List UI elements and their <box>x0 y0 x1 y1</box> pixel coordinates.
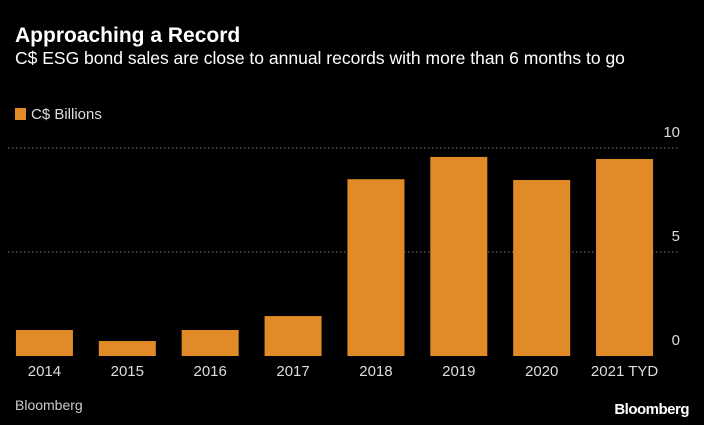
y-tick-label: 5 <box>672 228 680 245</box>
bar <box>347 179 405 356</box>
chart-title: Approaching a Record <box>15 24 241 47</box>
x-tick-label: 2014 <box>28 363 61 380</box>
logo: Bloomberg <box>614 401 689 418</box>
bar <box>181 330 239 356</box>
x-tick-label: 2017 <box>276 363 309 380</box>
bar <box>430 156 488 356</box>
x-tick-label: 2015 <box>111 363 144 380</box>
y-tick-label: 10 <box>663 124 680 141</box>
bar <box>513 180 571 356</box>
bar <box>264 316 322 356</box>
x-tick-label: 2021 TYD <box>591 363 658 380</box>
source: Bloomberg <box>15 397 83 413</box>
bar <box>98 341 156 356</box>
chart-subtitle: C$ ESG bond sales are close to annual re… <box>15 48 625 68</box>
legend-label: C$ Billions <box>31 106 102 123</box>
y-tick-label: 0 <box>672 332 680 349</box>
legend-swatch <box>15 108 26 120</box>
x-tick-label: 2019 <box>442 363 475 380</box>
bar <box>15 330 73 356</box>
x-tick-label: 2020 <box>525 363 558 380</box>
x-tick-label: 2016 <box>194 363 227 380</box>
bar <box>596 159 654 356</box>
x-tick-label: 2018 <box>359 363 392 380</box>
